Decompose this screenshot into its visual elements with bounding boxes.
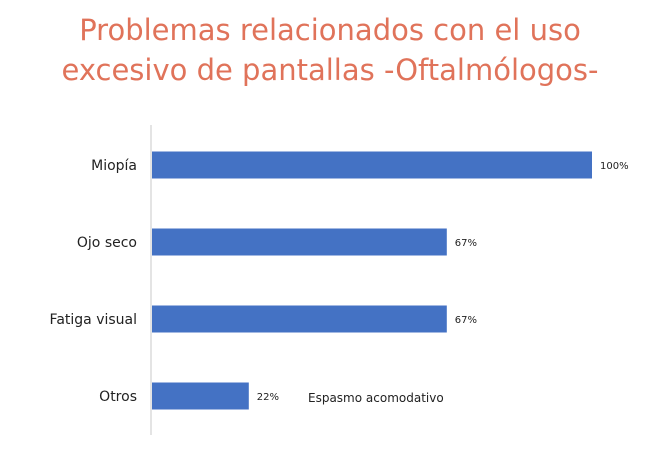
annotation-espasmo: Espasmo acomodativo	[308, 391, 444, 405]
bar-3	[152, 305, 447, 333]
bar-4	[152, 382, 249, 410]
category-label-1: Miopía	[91, 158, 137, 174]
chart-title: Problemas relacionados con el uso excesi…	[0, 10, 660, 90]
data-label-2: 67%	[455, 238, 477, 249]
data-label-4: 22%	[257, 392, 279, 403]
bar-series: Miopía 100% Ojo seco 67% Fatiga visual 67% Otr…	[50, 151, 629, 410]
bar-1	[152, 151, 592, 179]
category-label-2: Ojo seco	[77, 235, 137, 251]
category-label-4: Otros	[99, 389, 137, 405]
data-label-1: 100%	[600, 161, 629, 172]
chart-title-line-2: excesivo de pantallas -Oftalmólogos-	[61, 53, 599, 87]
category-label-3: Fatiga visual	[50, 312, 137, 328]
data-label-3: 67%	[455, 315, 477, 326]
bar-2	[152, 228, 447, 256]
chart-title-line-1: Problemas relacionados con el uso	[79, 13, 581, 47]
